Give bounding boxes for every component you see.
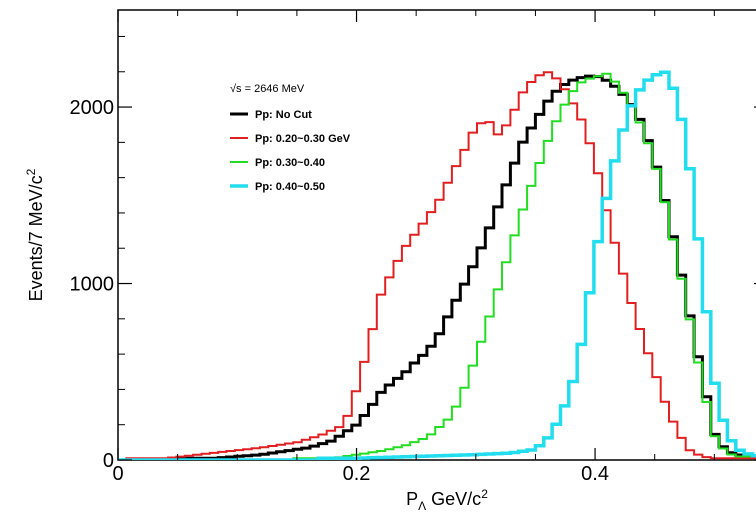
y-axis-title: Events/7 MeV/c2 (24, 168, 46, 301)
legend-label: Pp: No Cut (255, 109, 312, 121)
legend-header: √s = 2646 MeV (230, 83, 305, 95)
y-axis-title-main: Events/7 MeV/c (26, 175, 46, 301)
y-axis-title-sup: 2 (24, 168, 38, 175)
x-tick-label: 0.2 (343, 463, 371, 485)
x-axis-title-main: P (406, 489, 418, 509)
plot-frame (117, 9, 756, 461)
y-tick-label: 0 (103, 450, 114, 472)
y-tick-label: 1000 (70, 274, 115, 296)
legend: √s = 2646 MeV Pp: No Cut Pp: 0.20~0.30 Ge… (230, 83, 351, 193)
legend-label: Pp: 0.40~0.50 (255, 181, 325, 193)
x-axis-title-sub: Λ (418, 499, 426, 513)
x-axis-title-sup: 2 (481, 487, 488, 501)
x-axis-title-unit: GeV/c (426, 489, 481, 509)
svg-text:Events/7 MeV/c2: Events/7 MeV/c2 (24, 168, 46, 301)
series-line-4 (118, 70, 756, 460)
ticks-layer: 0 0.2 0.4 0 1000 2000 (70, 10, 756, 485)
legend-label: Pp: 0.20~0.30 GeV (255, 133, 351, 145)
x-tick-label: 0.4 (581, 463, 609, 485)
y-tick-label: 2000 (70, 97, 115, 119)
x-axis-title: PΛ GeV/c2 (406, 487, 488, 513)
series-line-2 (118, 71, 756, 460)
legend-label: Pp: 0.30~0.40 (255, 157, 325, 169)
x-tick-label: 0 (112, 463, 123, 485)
series-layer (118, 70, 756, 460)
